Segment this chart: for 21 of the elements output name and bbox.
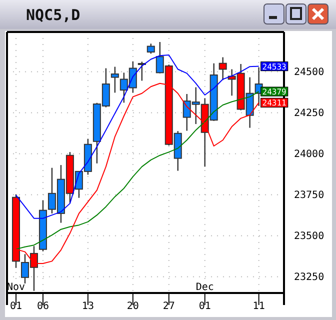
x-tick-label: 06 xyxy=(36,301,49,312)
y-tick-label: 24250 xyxy=(294,108,324,119)
x-tick-label: 20 xyxy=(126,301,139,312)
x-tick-label: 13 xyxy=(82,301,94,312)
y-tick-label: 24000 xyxy=(294,148,324,160)
x-tick-label: 01 xyxy=(198,301,211,312)
candlestick xyxy=(146,43,155,54)
candlestick xyxy=(218,56,227,81)
candlestick xyxy=(110,66,119,94)
y-tick-label: 23750 xyxy=(294,190,324,201)
y-tick-label: 23500 xyxy=(294,230,324,242)
annotation: Dec xyxy=(196,282,214,293)
chart-title: NQC5,D xyxy=(26,6,80,24)
data-label: 24311 xyxy=(262,98,287,108)
x-tick-label: 01 xyxy=(10,301,22,312)
x-tick-label: 11 xyxy=(252,301,265,312)
y-tick-label: 24500 xyxy=(294,66,324,78)
data-label: 24379 xyxy=(262,88,287,97)
x-tick-label: 27 xyxy=(162,301,175,312)
y-tick-label: 23250 xyxy=(294,272,324,283)
data-label: 24533 xyxy=(262,62,287,72)
